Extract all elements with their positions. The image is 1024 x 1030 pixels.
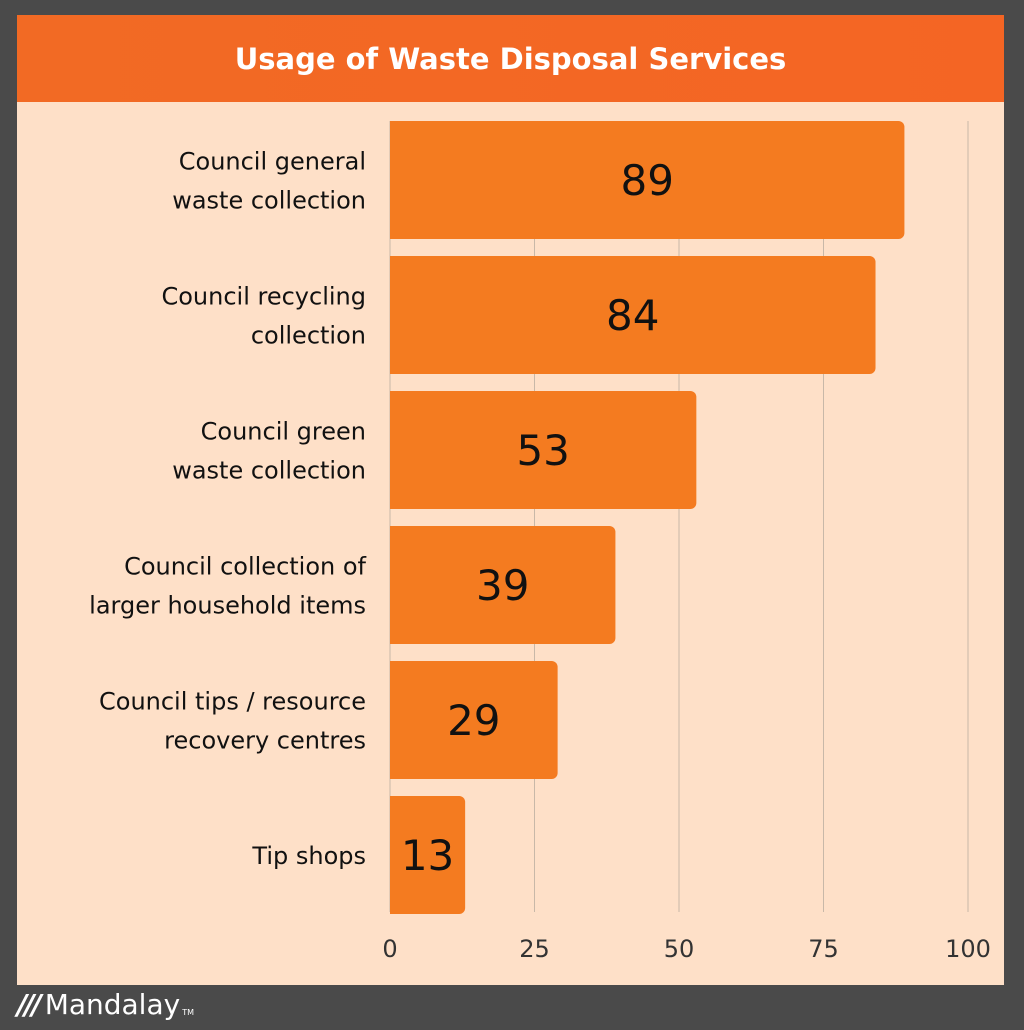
bar-value-label: 53: [516, 426, 569, 475]
category-label: recovery centres: [164, 727, 366, 755]
bar-edge: [390, 121, 398, 239]
bar-value-label: 89: [620, 156, 673, 205]
bar: [390, 391, 697, 509]
mandalay-logo: /// Mandalay TM: [17, 988, 194, 1022]
x-tick-label: 50: [664, 935, 695, 963]
category-label: Council collection of: [124, 553, 366, 581]
x-tick-label: 100: [945, 935, 991, 963]
bar: [390, 796, 466, 914]
bar-edge: [390, 391, 398, 509]
category-label: larger household items: [89, 592, 366, 620]
bar: [390, 256, 876, 374]
bar-value-label: 13: [401, 831, 454, 880]
bar-value-label: 84: [606, 291, 659, 340]
bar-edge: [390, 256, 398, 374]
chart-title: Usage of Waste Disposal Services: [17, 15, 1004, 102]
bar-edge: [390, 661, 398, 779]
logo-text: Mandalay: [44, 988, 181, 1021]
category-label: waste collection: [172, 187, 366, 215]
category-label: Council green: [201, 418, 366, 446]
bar-edge: [390, 796, 398, 914]
category-label: Council tips / resource: [99, 688, 366, 716]
bar-edge: [390, 526, 398, 644]
category-label: collection: [251, 322, 366, 350]
category-label: Tip shops: [251, 842, 366, 870]
x-tick-label: 75: [808, 935, 839, 963]
x-tick-label: 0: [382, 935, 397, 963]
bar-value-label: 39: [476, 561, 529, 610]
bar: [390, 661, 558, 779]
logo-mark-icon: ///: [17, 988, 42, 1021]
bar: [390, 526, 616, 644]
category-label: Council recycling: [161, 283, 366, 311]
category-label: waste collection: [172, 457, 366, 485]
trademark: TM: [182, 1008, 194, 1017]
category-label: Council general: [179, 148, 366, 176]
x-tick-label: 25: [519, 935, 550, 963]
bar-value-label: 29: [447, 696, 500, 745]
bar: [390, 121, 905, 239]
